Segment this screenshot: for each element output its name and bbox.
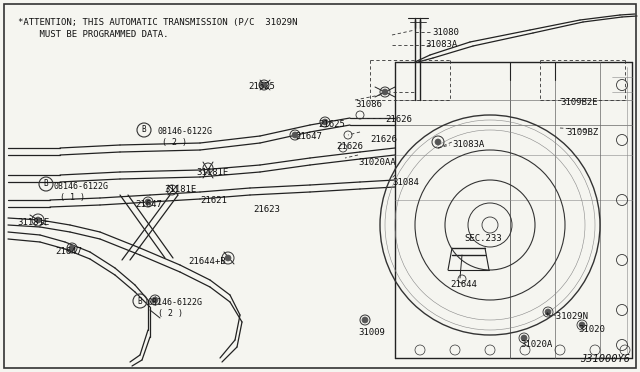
- Circle shape: [545, 309, 551, 315]
- Circle shape: [521, 335, 527, 341]
- Circle shape: [435, 139, 441, 145]
- Text: 31086: 31086: [355, 100, 382, 109]
- Text: 21626: 21626: [370, 135, 397, 144]
- Text: B: B: [44, 180, 48, 189]
- Text: SEC.233: SEC.233: [464, 234, 502, 243]
- Circle shape: [261, 82, 267, 88]
- Text: 21626: 21626: [336, 142, 363, 151]
- Text: 08146-6122G: 08146-6122G: [148, 298, 203, 307]
- Circle shape: [292, 132, 298, 138]
- Text: 21644: 21644: [450, 280, 477, 289]
- Text: ( 2 ): ( 2 ): [158, 309, 183, 318]
- Text: 08146-6122G: 08146-6122G: [54, 182, 109, 191]
- Text: 31020: 31020: [578, 325, 605, 334]
- Text: * 31029N: * 31029N: [545, 312, 588, 321]
- Circle shape: [69, 245, 75, 251]
- Circle shape: [35, 217, 41, 223]
- Circle shape: [322, 119, 328, 125]
- Text: 21623: 21623: [253, 205, 280, 214]
- Text: 31083A: 31083A: [452, 140, 484, 149]
- Text: 3109B2E: 3109B2E: [560, 98, 598, 107]
- Text: 31181E: 31181E: [164, 185, 196, 194]
- Text: 31020AA: 31020AA: [358, 158, 396, 167]
- Text: ( 2 ): ( 2 ): [162, 138, 187, 147]
- Circle shape: [145, 199, 151, 205]
- Text: 21644+B: 21644+B: [188, 257, 226, 266]
- Text: 21625: 21625: [248, 82, 275, 91]
- Text: 31084: 31084: [392, 178, 419, 187]
- Text: 31080: 31080: [432, 28, 459, 37]
- Text: 21647: 21647: [55, 247, 82, 256]
- Circle shape: [152, 297, 158, 303]
- Text: 21626: 21626: [385, 115, 412, 124]
- Text: 31083A: 31083A: [425, 40, 457, 49]
- Text: 31009: 31009: [358, 328, 385, 337]
- Circle shape: [579, 322, 585, 328]
- Text: *ATTENTION; THIS AUTOMATIC TRANSMISSION (P/C  31029N: *ATTENTION; THIS AUTOMATIC TRANSMISSION …: [18, 18, 298, 27]
- Text: ( 1 ): ( 1 ): [60, 193, 85, 202]
- Text: 31020A: 31020A: [520, 340, 552, 349]
- Text: B: B: [141, 125, 147, 135]
- Text: 08146-6122G: 08146-6122G: [158, 127, 213, 136]
- Text: 31181E: 31181E: [17, 218, 49, 227]
- Circle shape: [225, 255, 231, 261]
- Text: 3109BZ: 3109BZ: [566, 128, 598, 137]
- Text: 31181E: 31181E: [196, 168, 228, 177]
- Text: J31000Y6: J31000Y6: [580, 354, 630, 364]
- Text: 21621: 21621: [200, 196, 227, 205]
- Circle shape: [382, 89, 388, 95]
- Text: MUST BE PROGRAMMED DATA.: MUST BE PROGRAMMED DATA.: [18, 30, 168, 39]
- Text: 21647: 21647: [135, 200, 162, 209]
- Text: 21647: 21647: [295, 132, 322, 141]
- Text: B: B: [138, 296, 142, 305]
- Text: 21625: 21625: [318, 120, 345, 129]
- Circle shape: [362, 317, 368, 323]
